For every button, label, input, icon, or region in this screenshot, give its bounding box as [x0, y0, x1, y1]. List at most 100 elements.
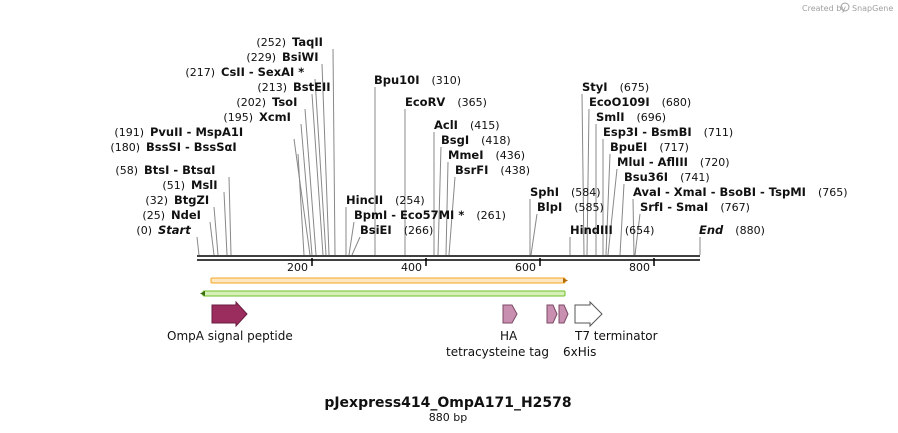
site-label-bsrfi[interactable]: BsrFI: [455, 163, 488, 177]
orf-forward-bar[interactable]: [210, 277, 566, 284]
site-position-bpu10i: (310): [431, 74, 461, 87]
site-position-hindiii: (654): [625, 224, 655, 237]
site-label-blpi[interactable]: BlpI: [537, 200, 562, 214]
site-label-bsssi[interactable]: BssSI - BssSαI: [146, 140, 237, 154]
site-label-tsoi[interactable]: TsoI: [272, 95, 297, 109]
site-label-bpu10i[interactable]: Bpu10I: [374, 73, 419, 87]
feature-tetracysteine-tag-arrow[interactable]: [546, 304, 558, 324]
site-label-btgzi[interactable]: BtgZI: [174, 193, 209, 207]
site-label-mlui[interactable]: MluI - AflIII: [617, 155, 688, 169]
site-position-csii: (217): [185, 66, 215, 79]
map-title: pJexpress414_OmpA171_H2578: [324, 395, 571, 411]
site-position-acli: (415): [470, 119, 500, 132]
site-label-sphi[interactable]: SphI: [530, 185, 559, 199]
site-position-styi: (675): [620, 81, 650, 94]
site-label-smli[interactable]: SmlI: [596, 110, 625, 124]
site-label-start[interactable]: Start: [158, 223, 191, 237]
site-position-bpmi: (261): [476, 209, 506, 222]
site-label-bpmi[interactable]: BpmI - Eco57MI *: [354, 208, 464, 222]
site-label-bsiei[interactable]: BsiEI: [360, 223, 392, 237]
orf-reverse[interactable]: [200, 290, 566, 297]
feature-ha-arrow[interactable]: [502, 304, 518, 324]
site-position-esp3i: (711): [704, 126, 734, 139]
leader-line-start: [196, 236, 200, 256]
site-position-bsiwi: (229): [246, 51, 276, 64]
site-position-blpi: (585): [574, 201, 604, 214]
site-position-bpuei: (717): [659, 141, 689, 154]
leader-line-csii: [314, 78, 327, 256]
leader-line-bsrfi: [448, 176, 456, 256]
feature-label-tetracysteine-tag: tetracysteine tag: [446, 345, 549, 359]
leader-line-bsiei: [351, 236, 361, 256]
site-position-ecoo109i: (680): [662, 96, 692, 109]
site-label-acli[interactable]: AclI: [434, 118, 458, 132]
site-label-msli[interactable]: MslI: [191, 178, 218, 192]
site-label-srfi[interactable]: SrfI - SmaI: [640, 200, 708, 214]
site-position-btgzi: (32): [145, 194, 168, 207]
site-label-bpuei[interactable]: BpuEI: [610, 140, 647, 154]
leader-line-mmei: [445, 161, 449, 256]
site-label-hincii[interactable]: HincII: [346, 193, 383, 207]
credit-brand: SnapGene: [852, 4, 893, 13]
site-position-bsu36i: (741): [680, 171, 710, 184]
site-position-mmei: (436): [496, 149, 526, 162]
feature-label-ha: HA: [500, 329, 518, 343]
site-label-mmei[interactable]: MmeI: [448, 148, 484, 162]
orf-reverse-arrowhead: [200, 291, 205, 296]
orf-reverse-bar[interactable]: [202, 290, 566, 297]
site-label-xcmi[interactable]: XcmI: [259, 110, 291, 124]
site-label-pvuii[interactable]: PvuII - MspA1I: [150, 125, 243, 139]
site-label-ecoo109i[interactable]: EcoO109I: [589, 95, 650, 109]
site-position-bsrfi: (438): [500, 164, 530, 177]
leader-line-bpuei: [605, 153, 611, 256]
site-label-bsiwi[interactable]: BsiWI: [282, 50, 319, 64]
feature-t7-terminator-arrow[interactable]: [574, 300, 603, 328]
site-position-pvuii: (191): [114, 126, 144, 139]
site-position-btsi: (58): [115, 164, 138, 177]
site-position-start: (0): [136, 224, 152, 237]
site-position-smli: (696): [637, 111, 667, 124]
site-label-esp3i[interactable]: Esp3I - BsmBI: [603, 125, 692, 139]
site-label-bsu36i[interactable]: Bsu36I: [624, 170, 668, 184]
site-position-hincii: (254): [395, 194, 425, 207]
feature-6xhis-arrow[interactable]: [558, 304, 569, 324]
site-label-bsgi[interactable]: BsgI: [441, 133, 469, 147]
site-label-hindiii[interactable]: HindIII: [570, 223, 613, 237]
site-position-end: (880): [735, 224, 765, 237]
leader-line-bsgi: [437, 146, 442, 256]
credit-created-by: Created by: [802, 4, 846, 13]
feature-label-t7-terminator: T7 terminator: [574, 329, 658, 343]
feature-ompa-signal-peptide-arrow[interactable]: [211, 300, 248, 328]
leader-line-xcmi: [300, 123, 313, 256]
site-label-taqii[interactable]: TaqII: [292, 35, 323, 49]
feature-label-ompa-signal-peptide: OmpA signal peptide: [167, 329, 293, 343]
site-position-xcmi: (195): [223, 111, 253, 124]
orf-forward[interactable]: [210, 277, 568, 284]
site-label-csii[interactable]: CsII - SexAI *: [221, 65, 304, 79]
leader-line-avai: [632, 198, 635, 256]
site-position-taqii: (252): [256, 36, 286, 49]
site-label-end[interactable]: End: [699, 223, 724, 237]
site-position-bsiei: (266): [404, 224, 434, 237]
ruler-label-600: 600: [515, 261, 536, 274]
site-position-bsssi: (180): [110, 141, 140, 154]
site-label-avai[interactable]: AvaI - XmaI - BsoBI - TspMI: [633, 185, 806, 199]
leader-line-pvuii: [293, 138, 311, 256]
site-position-ndei: (25): [142, 209, 165, 222]
site-label-ecorv[interactable]: EcoRV: [405, 95, 445, 109]
site-position-bsgi: (418): [481, 134, 511, 147]
site-label-btsi[interactable]: BtsI - BtsαI: [144, 163, 215, 177]
site-label-styi[interactable]: StyI: [582, 80, 608, 94]
leader-line-bsu36i: [619, 183, 625, 256]
leader-line-taqii: [332, 48, 336, 256]
ruler-label-200: 200: [287, 261, 308, 274]
site-position-msli: (51): [162, 179, 185, 192]
site-label-ndei[interactable]: NdeI: [171, 208, 201, 222]
leader-line-tsoi: [304, 108, 317, 256]
site-position-avai: (765): [818, 186, 848, 199]
leader-line-styi: [581, 93, 585, 256]
leader-line-bsteii: [311, 93, 324, 256]
site-label-bsteii[interactable]: BstEII: [293, 80, 331, 94]
orf-forward-arrowhead: [563, 278, 568, 283]
leader-line-srfi: [634, 213, 641, 256]
